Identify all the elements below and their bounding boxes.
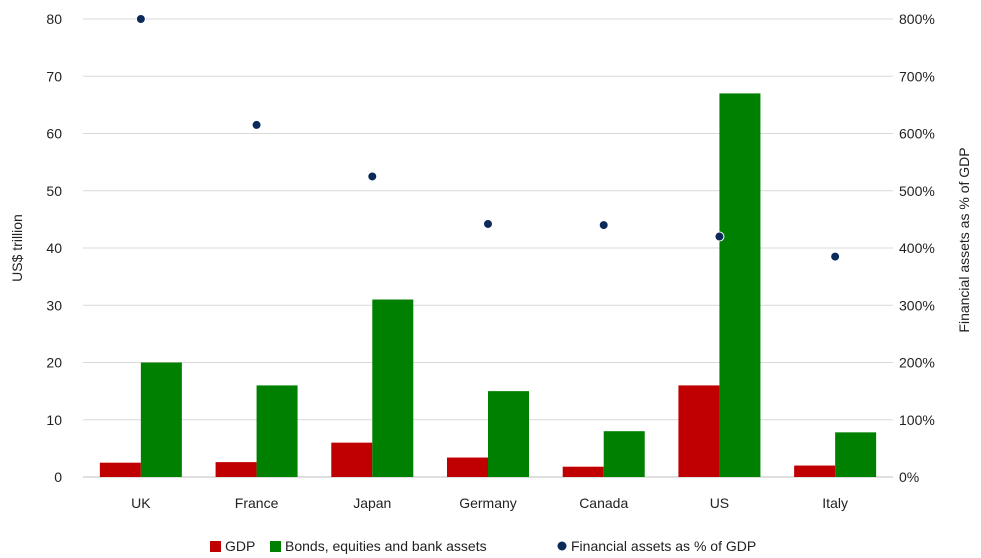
y2-tick-label: 300% <box>899 297 935 313</box>
y2-tick-label: 400% <box>899 240 935 256</box>
gridlines <box>83 18 893 478</box>
x-tick-label: Japan <box>353 495 391 511</box>
y-tick-label: 10 <box>46 412 62 428</box>
bar-gdp-germany <box>447 457 488 477</box>
bar-bonds-equities-bank-assets-us <box>719 93 761 478</box>
x-tick-label: US <box>710 495 729 511</box>
y-tick-label: 0 <box>54 469 62 485</box>
y-tick-label: 60 <box>46 126 62 142</box>
point-financial-assets-canada <box>598 220 609 231</box>
y2-axis-title: Financial assets as % of GDP <box>956 147 972 332</box>
legend-swatch-gdp <box>210 541 221 552</box>
bar-bonds-equities-bank-assets-uk <box>140 362 182 477</box>
bar-gdp-uk <box>99 462 141 477</box>
legend: GDP Bonds, equities and bank assets Fina… <box>210 538 756 554</box>
y-tick-label: 50 <box>46 183 62 199</box>
bar-gdp-canada <box>562 466 604 477</box>
legend-label-financial-assets: Financial assets as % of GDP <box>571 538 756 554</box>
bar-gdp-us <box>678 385 720 477</box>
axes: 010203040506070800%100%200%300%400%500%6… <box>46 11 934 511</box>
bar-bonds-equities-bank-assets-japan <box>372 299 414 477</box>
y2-tick-label: 700% <box>899 68 935 84</box>
y-tick-label: 80 <box>46 11 62 27</box>
x-tick-label: Germany <box>459 495 517 511</box>
bar-gdp-italy <box>794 465 836 477</box>
legend-label-bonds: Bonds, equities and bank assets <box>285 538 487 554</box>
point-financial-assets-uk <box>135 14 146 24</box>
legend-marker-financial-assets <box>557 541 567 551</box>
y-tick-label: 40 <box>46 240 62 256</box>
y-tick-label: 30 <box>46 297 62 313</box>
point-financial-assets-japan <box>367 171 378 182</box>
points <box>135 14 841 262</box>
x-tick-label: UK <box>131 495 151 511</box>
bar-bonds-equities-bank-assets-germany <box>488 391 529 477</box>
bar-bonds-equities-bank-assets-italy <box>835 432 877 477</box>
point-financial-assets-france <box>251 119 262 130</box>
y2-tick-label: 800% <box>899 11 935 27</box>
point-financial-assets-germany <box>483 218 493 229</box>
y2-tick-label: 500% <box>899 183 935 199</box>
legend-swatch-bonds <box>270 541 281 552</box>
bar-bonds-equities-bank-assets-france <box>256 385 298 477</box>
y2-tick-label: 200% <box>899 355 935 371</box>
bar-gdp-france <box>215 462 257 477</box>
bar-gdp-japan <box>331 442 373 477</box>
bars <box>99 93 877 478</box>
y2-tick-label: 0% <box>899 469 919 485</box>
point-financial-assets-us <box>714 231 725 242</box>
y-tick-label: 20 <box>46 355 62 371</box>
y2-tick-label: 100% <box>899 412 935 428</box>
x-tick-label: France <box>235 495 279 511</box>
y-axis-title: US$ trillion <box>9 214 25 282</box>
x-tick-label: Italy <box>822 495 848 511</box>
point-financial-assets-italy <box>830 251 841 262</box>
legend-label-gdp: GDP <box>225 538 255 554</box>
y2-tick-label: 600% <box>899 126 935 142</box>
bar-bonds-equities-bank-assets-canada <box>603 431 645 477</box>
y-tick-label: 70 <box>46 68 62 84</box>
x-tick-label: Canada <box>579 495 628 511</box>
